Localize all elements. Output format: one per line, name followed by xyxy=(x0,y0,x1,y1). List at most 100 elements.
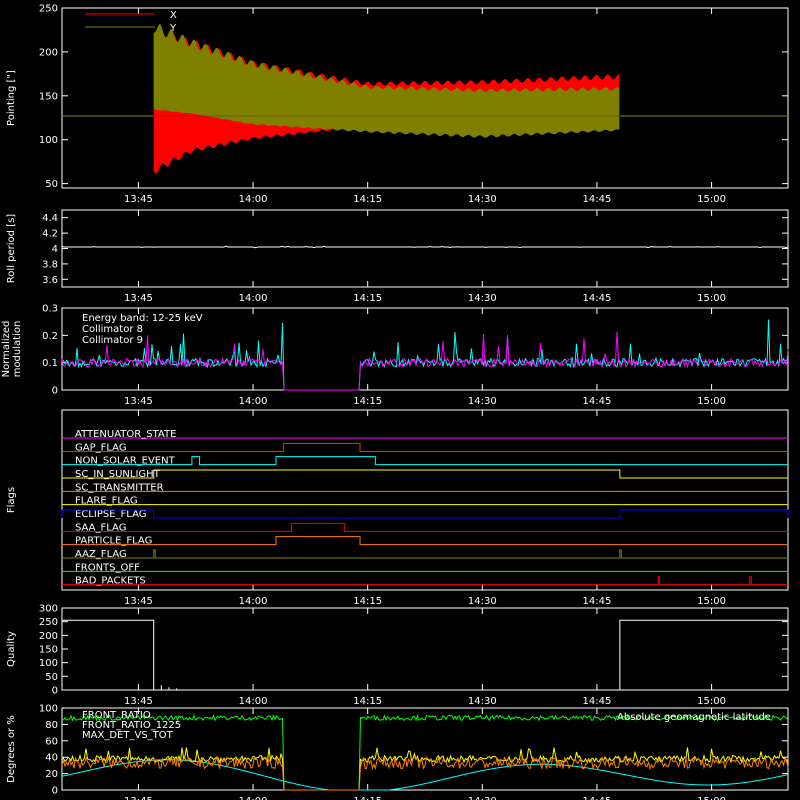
panel-5-ytick-label: 50 xyxy=(45,672,58,683)
panel-2-xtick-label: 13:45 xyxy=(124,293,153,304)
flag-non-solar-event-label: NON_SOLAR_EVENT xyxy=(75,456,176,467)
flag-gap-flag-label: GAP_FLAG xyxy=(75,442,127,453)
panel-1-xtick-label: 14:15 xyxy=(353,194,382,205)
panel-5-ytick-label: 200 xyxy=(39,631,58,642)
panel-3-ytick-label: 0 xyxy=(52,386,58,397)
series-max-det-vs-tot xyxy=(61,755,789,791)
panel-1-ytick-label: 50 xyxy=(45,179,58,190)
panel-1-xtick-label: 15:00 xyxy=(697,194,726,205)
flag-gap-flag-trace xyxy=(62,442,788,452)
flag-sc-in-sunlight-trace xyxy=(62,469,788,479)
panel-5-xtick-label: 14:15 xyxy=(353,696,382,707)
panel-5-xtick-label: 15:00 xyxy=(697,696,726,707)
panel-3-xtick-label: 14:00 xyxy=(239,396,268,407)
panel-2-ytick-label: 4.4 xyxy=(42,213,58,224)
panel-5-ytick-label: 300 xyxy=(39,604,58,615)
panel-6-frame xyxy=(61,707,789,791)
panel-6-xtick-label: 13:45 xyxy=(124,796,153,800)
panel-4-xtick-label: 14:15 xyxy=(353,596,382,607)
modulation-legend-1: Energy band: 12-25 keV xyxy=(82,313,203,324)
flag-particle-flag-trace xyxy=(62,536,788,546)
panel-2-xtick-label: 15:00 xyxy=(697,293,726,304)
flag-eclipse-flag-label: ECLIPSE_FLAG xyxy=(75,509,146,520)
panel-3-ytick-label: 0.2 xyxy=(42,331,58,342)
panel-3-xtick-label: 14:45 xyxy=(583,396,612,407)
series-front-ratio-1225 xyxy=(61,747,789,791)
degrees-legend-1: FRONT_RATIO xyxy=(82,710,151,721)
panel-1-xtick-label: 13:45 xyxy=(124,194,153,205)
panel-4-frame xyxy=(61,409,789,591)
modulation-collimator-8 xyxy=(61,319,789,391)
panel-4-xtick-label: 14:45 xyxy=(583,596,612,607)
panel-2-ytick-label: 3.6 xyxy=(42,275,58,286)
panel-3-ytick-label: 0.3 xyxy=(42,304,58,315)
panel-6-ytick-label: 60 xyxy=(45,736,58,747)
flag-non-solar-event-trace xyxy=(62,456,788,466)
panel-3-xtick-label: 15:00 xyxy=(697,396,726,407)
panel-2-xtick-label: 14:15 xyxy=(353,293,382,304)
panel-6-xtick-label: 14:45 xyxy=(583,796,612,800)
panel-3-xtick-label: 14:30 xyxy=(468,396,497,407)
panel-3-xtick-label: 14:15 xyxy=(353,396,382,407)
panel-5-ylabel: Quality xyxy=(6,631,17,667)
flag-fronts-off-label: FRONTS_OFF xyxy=(75,562,140,573)
panel-1-xtick-label: 14:30 xyxy=(468,194,497,205)
flag-saa-flag-label: SAA_FLAG xyxy=(75,522,126,533)
flag-attenuator-state-label: ATTENUATOR_STATE xyxy=(75,429,176,440)
panel-1-xtick-label: 14:45 xyxy=(583,194,612,205)
panel-5-ytick-label: 150 xyxy=(39,645,58,656)
modulation-legend-2: Collimator 8 xyxy=(82,324,143,335)
panel-6-ytick-label: 20 xyxy=(45,769,58,780)
series-front-ratio xyxy=(61,713,789,791)
panel-3-frame xyxy=(61,307,789,391)
panel-4-xtick-label: 13:45 xyxy=(124,596,153,607)
panel-6-xtick-label: 14:00 xyxy=(239,796,268,800)
flag-bad-packets-label: BAD_PACKETS xyxy=(75,576,146,587)
panel-3-xtick-label: 13:45 xyxy=(124,396,153,407)
flag-particle-flag-label: PARTICLE_FLAG xyxy=(75,536,152,547)
legend-y-label: Y xyxy=(169,23,177,34)
panel-4-ylabel: Flags xyxy=(6,487,17,513)
geomagnetic-latitude-annotation: Absolute geomagnetic latitude xyxy=(617,712,771,723)
panel-1-ytick-label: 200 xyxy=(39,47,58,58)
panel-6-xtick-label: 15:00 xyxy=(697,796,726,800)
panel-5-ytick-label: 100 xyxy=(39,658,58,669)
panel-2-xtick-label: 14:00 xyxy=(239,293,268,304)
panel-6-ytick-label: 80 xyxy=(45,720,58,731)
panel-5-xtick-label: 14:45 xyxy=(583,696,612,707)
panel-6-xtick-label: 14:30 xyxy=(468,796,497,800)
flag-flare-flag-label: FLARE_FLAG xyxy=(75,496,138,507)
panel-1-ylabel: Pointing ["] xyxy=(6,70,17,126)
panel-1-ytick-label: 150 xyxy=(39,91,58,102)
panel-5-xtick-label: 14:00 xyxy=(239,696,268,707)
panel-6-ytick-label: 0 xyxy=(52,786,58,797)
panel-1-xtick-label: 14:00 xyxy=(239,194,268,205)
degrees-legend-3: MAX_DET_VS_TOT xyxy=(82,730,174,741)
panel-3-ylabel: Normalized xyxy=(1,321,12,378)
panel-2-ytick-label: 4.2 xyxy=(42,229,58,240)
panel-2-ytick-label: 3.8 xyxy=(42,259,58,270)
panel-2-ylabel: Roll period [s] xyxy=(6,214,17,283)
flag-aaz-flag-trace xyxy=(62,549,788,559)
legend-x-label: X xyxy=(170,10,177,21)
flag-saa-flag-trace xyxy=(62,522,788,532)
panel-3-ylabel: modulation xyxy=(12,321,23,378)
quality-line xyxy=(62,619,788,691)
panel-1-ytick-label: 100 xyxy=(39,135,58,146)
panel-2-xtick-label: 14:45 xyxy=(583,293,612,304)
modulation-collimator-9 xyxy=(61,331,789,391)
panel-5-ytick-label: 0 xyxy=(52,686,58,697)
panel-2-frame xyxy=(61,209,789,288)
pointing-y-band xyxy=(153,23,620,138)
panel-6-ytick-label: 40 xyxy=(45,753,58,764)
flag-eclipse-flag-trace xyxy=(61,509,789,519)
flag-aaz-flag-label: AAZ_FLAG xyxy=(75,549,127,560)
panel-5-ytick-label: 250 xyxy=(39,617,58,628)
roll-period-line xyxy=(61,245,789,249)
panel-2-xtick-label: 14:30 xyxy=(468,293,497,304)
panel-4-xtick-label: 14:00 xyxy=(239,596,268,607)
panel-2-ytick-label: 4 xyxy=(52,244,58,255)
panel-1-frame xyxy=(61,7,789,189)
flag-sc-in-sunlight-label: SC_IN_SUNLIGHT xyxy=(75,469,161,480)
